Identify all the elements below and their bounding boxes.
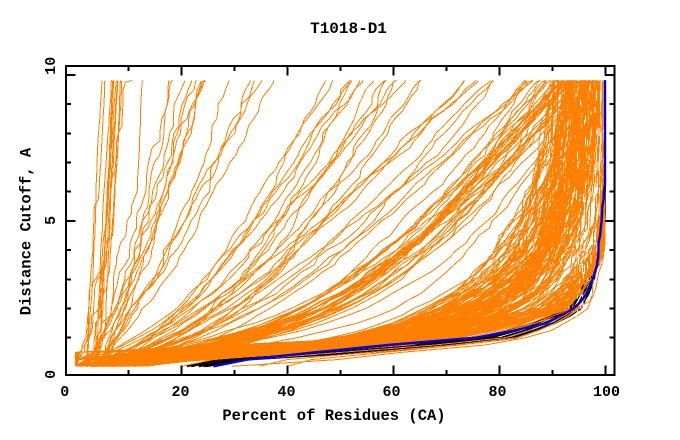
svg-text:10: 10: [43, 57, 60, 75]
svg-text:T1018-D1: T1018-D1: [310, 20, 387, 38]
svg-text:Percent of Residues (CA): Percent of Residues (CA): [222, 407, 445, 425]
svg-text:20: 20: [171, 384, 189, 401]
svg-text:40: 40: [277, 384, 295, 401]
svg-text:100: 100: [593, 384, 620, 401]
svg-text:60: 60: [382, 384, 400, 401]
svg-text:5: 5: [43, 216, 60, 225]
svg-text:0: 0: [43, 370, 60, 379]
svg-text:0: 0: [60, 384, 69, 401]
svg-text:Distance Cutoff, A: Distance Cutoff, A: [18, 147, 36, 315]
svg-text:80: 80: [488, 384, 506, 401]
